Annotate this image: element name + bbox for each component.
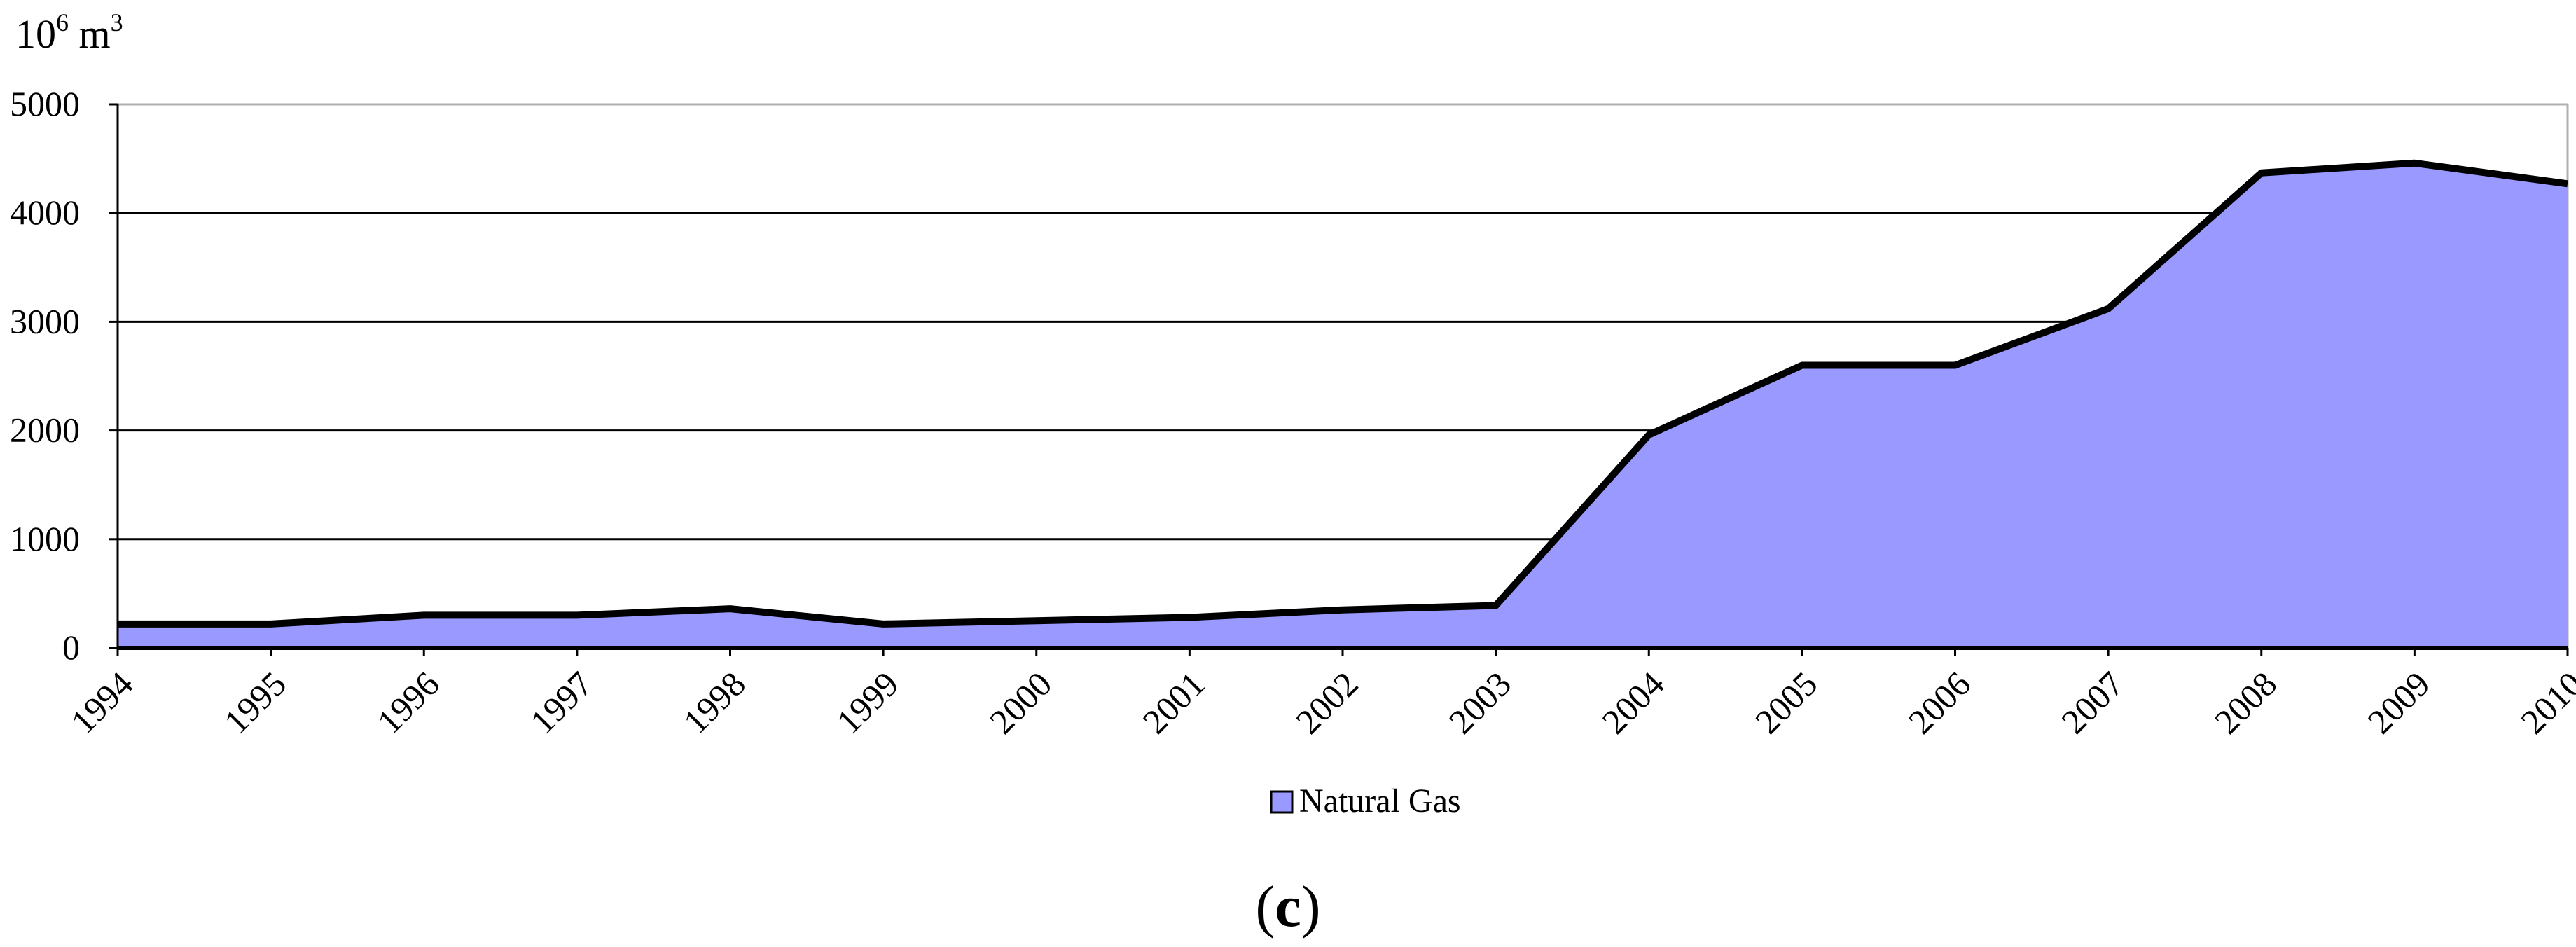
x-tick-label-1999: 1999 bbox=[829, 664, 906, 741]
y-tick-label-4000: 4000 bbox=[10, 193, 80, 232]
x-tick-label-2005: 2005 bbox=[1747, 664, 1824, 741]
y-tick-label-5000: 5000 bbox=[10, 84, 80, 123]
x-tick-label-1997: 1997 bbox=[522, 664, 600, 741]
y-axis-ticks: 0 1000 2000 3000 4000 5000 bbox=[10, 84, 118, 667]
x-tick-label-1998: 1998 bbox=[676, 664, 753, 741]
legend: Natural Gas bbox=[1270, 782, 1461, 820]
x-tick-label-2003: 2003 bbox=[1441, 664, 1518, 741]
series-natural-gas bbox=[117, 159, 2568, 649]
x-tick-label-2009: 2009 bbox=[2360, 664, 2437, 741]
panel-label-letter: c bbox=[1275, 874, 1301, 939]
x-tick-label-2007: 2007 bbox=[2054, 664, 2131, 741]
x-tick-label-2000: 2000 bbox=[982, 664, 1059, 741]
x-tick-label-1994: 1994 bbox=[63, 664, 140, 741]
panel-label: (c) bbox=[1255, 874, 1320, 939]
legend-label-natural-gas: Natural Gas bbox=[1299, 782, 1461, 820]
x-tick-label-2008: 2008 bbox=[2207, 664, 2284, 741]
y-unit-symbol: m bbox=[69, 11, 111, 57]
x-tick-label-2004: 2004 bbox=[1594, 664, 1671, 741]
x-tick-label-1995: 1995 bbox=[216, 664, 293, 741]
y-unit-label: 106 m3 bbox=[15, 8, 123, 57]
natural-gas-area bbox=[118, 163, 2568, 649]
x-axis-ticks: 1994 1995 1996 1997 1998 1999 2000 2001 2002 2003… bbox=[63, 648, 2576, 741]
legend-swatch-natural-gas bbox=[1270, 790, 1294, 814]
y-tick-label-2000: 2000 bbox=[10, 410, 80, 450]
y-unit-symbol-exponent: 3 bbox=[111, 8, 123, 36]
x-tick-label-2010: 2010 bbox=[2513, 664, 2576, 741]
x-tick-label-2006: 2006 bbox=[1901, 664, 1978, 741]
panel-label-close: ) bbox=[1301, 874, 1321, 939]
x-tick-label-2001: 2001 bbox=[1135, 664, 1212, 741]
y-tick-label-1000: 1000 bbox=[10, 519, 80, 558]
y-tick-label-0: 0 bbox=[62, 628, 80, 667]
x-tick-label-1996: 1996 bbox=[369, 664, 446, 741]
panel-label-open: ( bbox=[1255, 874, 1275, 939]
x-tick-label-2002: 2002 bbox=[1288, 664, 1365, 741]
y-unit-base: 10 bbox=[15, 11, 56, 57]
y-unit-base-exponent: 6 bbox=[56, 8, 69, 36]
y-tick-label-3000: 3000 bbox=[10, 301, 80, 340]
